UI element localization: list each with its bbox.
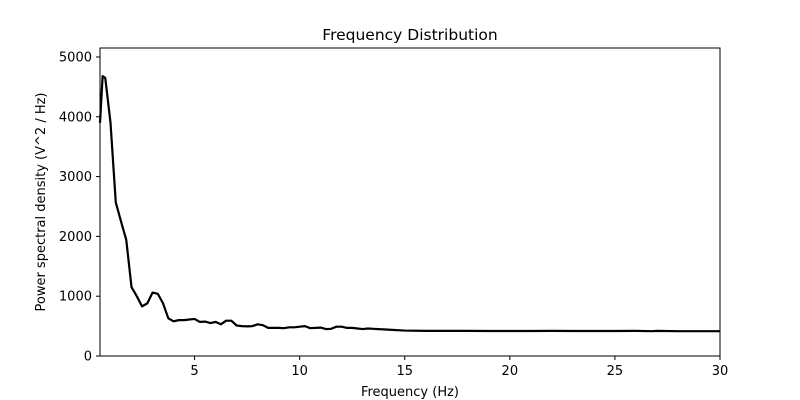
y-tick-label: 2000 (59, 230, 92, 245)
series-line-0 (98, 75, 720, 333)
axes-frame (99, 47, 721, 357)
x-tick-label: 15 (396, 364, 413, 379)
y-tick-label: 1000 (59, 290, 92, 305)
x-tick-label: 5 (190, 364, 198, 379)
y-tick-label: 0 (84, 350, 92, 365)
x-axis-label: Frequency (Hz) (361, 385, 459, 400)
y-tick-label: 3000 (59, 170, 92, 185)
chart-title: Frequency Distribution (322, 26, 497, 44)
x-tick-label: 10 (291, 364, 308, 379)
x-tick-label: 20 (502, 364, 519, 379)
plot-area: 5 10 15 20 25 30 0 1000 2000 3000 4000 5000 (59, 47, 729, 379)
y-tick-label: 4000 (59, 110, 92, 125)
y-axis-label: Power spectral density (V^2 / Hz) (34, 92, 49, 311)
y-tick-label: 5000 (59, 50, 92, 65)
x-tick-label: 25 (607, 364, 624, 379)
x-tick-label: 30 (712, 364, 729, 379)
